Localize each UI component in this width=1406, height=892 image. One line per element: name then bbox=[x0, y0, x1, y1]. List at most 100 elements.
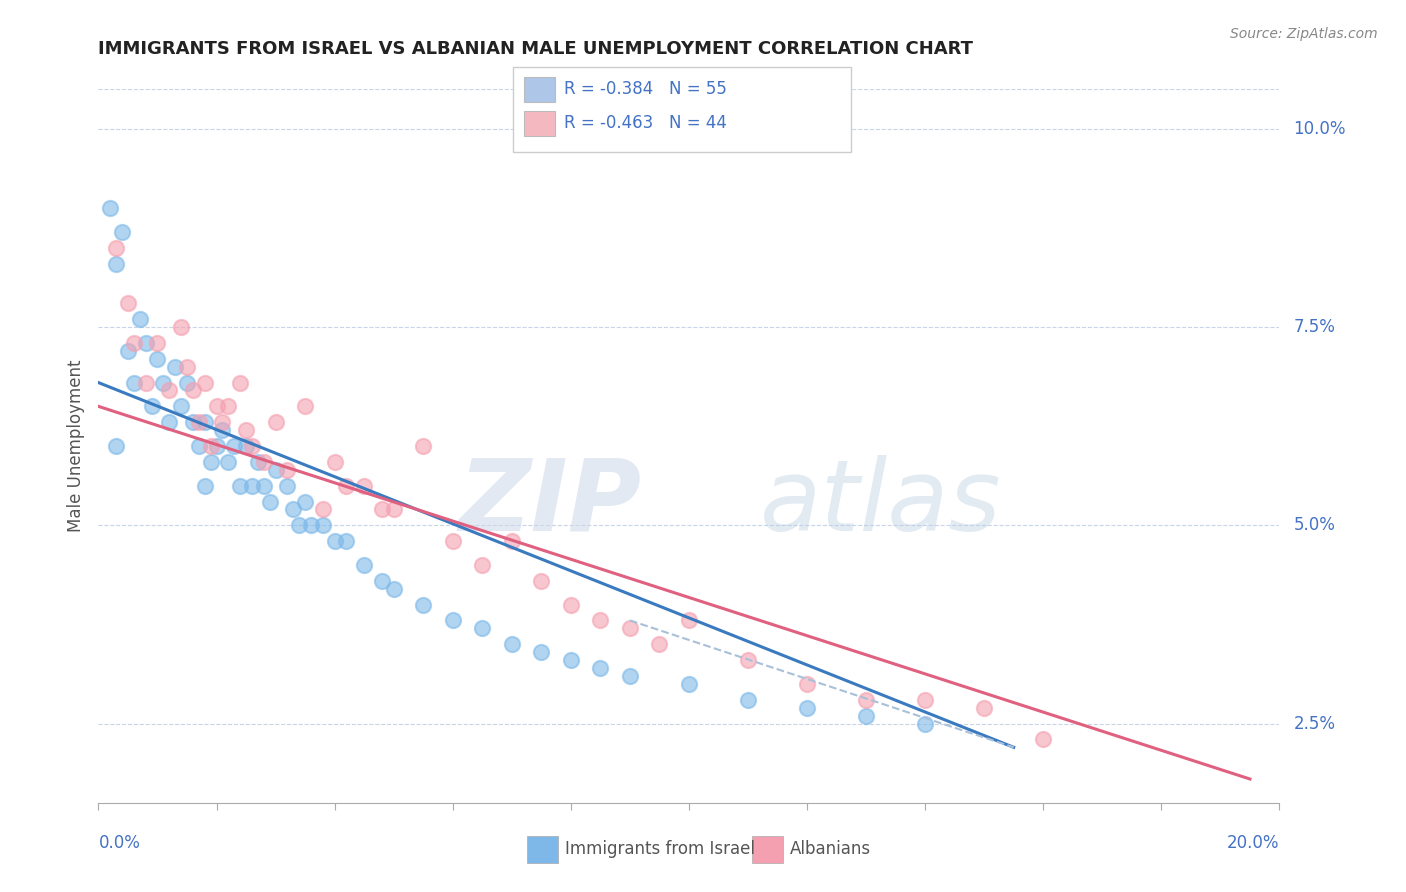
Point bbox=[165, 359, 187, 374]
Point bbox=[240, 478, 263, 492]
Point bbox=[122, 335, 145, 350]
Point bbox=[299, 518, 322, 533]
Point bbox=[276, 463, 298, 477]
Point bbox=[181, 415, 204, 429]
Point bbox=[105, 257, 128, 271]
Point bbox=[122, 376, 145, 390]
Point bbox=[128, 312, 150, 326]
Point bbox=[288, 518, 311, 533]
Text: 0.0%: 0.0% bbox=[98, 834, 141, 852]
Point bbox=[323, 534, 346, 549]
Point bbox=[855, 708, 877, 723]
Text: Albanians: Albanians bbox=[790, 840, 872, 858]
Point bbox=[678, 677, 700, 691]
Point bbox=[187, 439, 209, 453]
Point bbox=[259, 494, 281, 508]
Point bbox=[276, 478, 298, 492]
Point bbox=[312, 518, 335, 533]
Point bbox=[619, 621, 641, 635]
Point bbox=[501, 534, 523, 549]
Point bbox=[678, 614, 700, 628]
Point bbox=[105, 241, 128, 255]
Point bbox=[170, 320, 193, 334]
Text: 10.0%: 10.0% bbox=[1294, 120, 1346, 138]
Point bbox=[560, 598, 582, 612]
Point bbox=[648, 637, 671, 651]
Text: 2.5%: 2.5% bbox=[1294, 714, 1336, 732]
Point bbox=[135, 335, 157, 350]
Point bbox=[217, 455, 239, 469]
Point bbox=[335, 478, 357, 492]
Point bbox=[200, 439, 222, 453]
Point bbox=[914, 692, 936, 706]
Point bbox=[353, 558, 375, 572]
Point bbox=[105, 439, 128, 453]
Point bbox=[111, 225, 134, 239]
Point bbox=[589, 661, 612, 675]
Text: Immigrants from Israel: Immigrants from Israel bbox=[565, 840, 755, 858]
Point bbox=[246, 455, 269, 469]
Point bbox=[353, 478, 375, 492]
Point bbox=[229, 376, 252, 390]
Point bbox=[294, 494, 316, 508]
Point bbox=[211, 415, 233, 429]
Point bbox=[335, 534, 357, 549]
Point bbox=[560, 653, 582, 667]
Point bbox=[530, 645, 553, 659]
Point bbox=[187, 415, 209, 429]
Text: Source: ZipAtlas.com: Source: ZipAtlas.com bbox=[1230, 27, 1378, 41]
Point bbox=[176, 376, 198, 390]
Point bbox=[471, 558, 494, 572]
Point bbox=[157, 384, 180, 398]
Point bbox=[312, 502, 335, 516]
Text: R = -0.384   N = 55: R = -0.384 N = 55 bbox=[564, 80, 727, 98]
Point bbox=[117, 296, 139, 310]
Point bbox=[224, 439, 246, 453]
Point bbox=[796, 677, 818, 691]
Point bbox=[371, 574, 394, 588]
Point bbox=[170, 400, 193, 414]
Point bbox=[157, 415, 180, 429]
Point bbox=[973, 700, 995, 714]
Point bbox=[253, 478, 276, 492]
Point bbox=[264, 415, 287, 429]
Point bbox=[205, 439, 228, 453]
Point bbox=[501, 637, 523, 651]
Point bbox=[146, 335, 169, 350]
Point bbox=[181, 384, 204, 398]
Point bbox=[294, 400, 316, 414]
Point bbox=[264, 463, 287, 477]
Point bbox=[471, 621, 494, 635]
Point bbox=[205, 400, 228, 414]
Point bbox=[855, 692, 877, 706]
Text: 20.0%: 20.0% bbox=[1227, 834, 1279, 852]
Point bbox=[737, 692, 759, 706]
Point bbox=[235, 423, 257, 437]
Text: ZIP: ZIP bbox=[458, 455, 641, 551]
Point bbox=[176, 359, 198, 374]
Point bbox=[135, 376, 157, 390]
Point bbox=[737, 653, 759, 667]
Point bbox=[441, 614, 464, 628]
Point bbox=[589, 614, 612, 628]
Point bbox=[1032, 732, 1054, 747]
Point bbox=[146, 351, 169, 366]
Point bbox=[98, 201, 121, 215]
Point bbox=[914, 716, 936, 731]
Point bbox=[530, 574, 553, 588]
Point bbox=[382, 582, 405, 596]
Text: 5.0%: 5.0% bbox=[1294, 516, 1336, 534]
Text: atlas: atlas bbox=[759, 455, 1001, 551]
Point bbox=[229, 478, 252, 492]
Text: R = -0.463   N = 44: R = -0.463 N = 44 bbox=[564, 114, 727, 132]
Point bbox=[200, 455, 222, 469]
Point bbox=[194, 415, 217, 429]
Y-axis label: Male Unemployment: Male Unemployment bbox=[66, 359, 84, 533]
Point bbox=[211, 423, 233, 437]
Point bbox=[253, 455, 276, 469]
Text: 7.5%: 7.5% bbox=[1294, 318, 1336, 336]
Point bbox=[194, 478, 217, 492]
Point bbox=[240, 439, 263, 453]
Text: IMMIGRANTS FROM ISRAEL VS ALBANIAN MALE UNEMPLOYMENT CORRELATION CHART: IMMIGRANTS FROM ISRAEL VS ALBANIAN MALE … bbox=[98, 40, 973, 58]
Point bbox=[117, 343, 139, 358]
